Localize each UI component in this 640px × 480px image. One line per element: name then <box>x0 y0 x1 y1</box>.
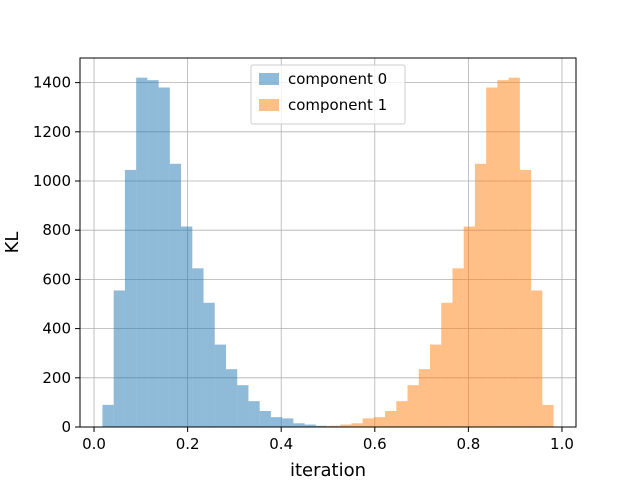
y-tick-label: 0 <box>61 418 71 436</box>
histogram-bar-series-0 <box>158 87 170 428</box>
histogram-bar-series-1 <box>542 404 554 427</box>
histogram-bar-series-1 <box>508 77 520 428</box>
y-tick-label: 1200 <box>33 123 71 141</box>
histogram-bar-series-1 <box>486 87 498 428</box>
histogram-bar-series-1 <box>474 163 487 427</box>
ticks-layer: 0.0 0.2 0.4 0.6 0.8 1.0 0 200 400 600 800 1000 1200 1… <box>33 74 574 453</box>
histogram-bar-series-1 <box>340 424 352 427</box>
histogram-bar-series-1 <box>452 268 464 427</box>
histogram-bar-series-0 <box>214 344 226 427</box>
histogram-bar-series-1 <box>463 226 475 427</box>
legend-swatch-component-1 <box>259 99 279 111</box>
histogram-bar-series-1 <box>430 344 442 427</box>
y-axis-title: KL <box>2 232 23 254</box>
histogram-bar-series-0 <box>147 80 159 427</box>
histogram-bar-series-0 <box>259 411 271 427</box>
histogram-bar-series-0 <box>304 424 316 427</box>
y-tick-label: 400 <box>42 320 71 338</box>
histogram-bar-series-0 <box>237 385 249 427</box>
histogram-bar-series-1 <box>385 411 397 427</box>
plot-frame <box>79 57 577 428</box>
x-tick-label: 0.8 <box>456 435 480 453</box>
bars-layer <box>102 77 554 428</box>
x-tick-label: 0.6 <box>363 435 387 453</box>
histogram-bar-series-1 <box>407 385 419 427</box>
legend-label-component-1: component 1 <box>288 96 387 114</box>
y-tick-label: 200 <box>42 369 71 387</box>
histogram-bar-series-1 <box>497 80 509 427</box>
histogram-bar-series-1 <box>328 425 341 427</box>
histogram-bar-series-1 <box>519 169 532 427</box>
histogram-bar-series-0 <box>203 302 215 427</box>
legend-label-component-0: component 0 <box>288 70 387 88</box>
y-tick-label: 1400 <box>33 74 71 92</box>
histogram-bar-series-0 <box>169 163 182 427</box>
histogram-bar-series-1 <box>531 290 543 427</box>
histogram-bar-series-0 <box>136 77 148 428</box>
histogram-bar-series-0 <box>248 401 260 427</box>
histogram-bar-series-1 <box>418 369 431 427</box>
histogram-bar-series-0 <box>102 404 114 427</box>
histogram-bar-series-0 <box>282 418 294 427</box>
y-tick-label: 800 <box>42 221 71 239</box>
y-tick-label: 600 <box>42 270 71 288</box>
legend-swatch-component-0 <box>259 73 279 85</box>
x-tick-label: 0.4 <box>269 435 293 453</box>
histogram-bar-series-0 <box>124 169 137 427</box>
histogram-bar-series-1 <box>396 401 408 427</box>
histogram-bar-series-1 <box>441 302 453 427</box>
histogram-bar-series-0 <box>192 268 204 427</box>
histogram-bar-series-1 <box>373 417 386 427</box>
histogram-bar-series-1 <box>362 418 374 427</box>
x-tick-label: 0.2 <box>176 435 200 453</box>
histogram-bar-series-0 <box>181 226 193 427</box>
x-axis-title: iteration <box>290 460 366 480</box>
legend-box <box>250 64 406 125</box>
histogram-bar-series-0 <box>293 423 305 427</box>
legend: component 0 component 1 <box>250 64 406 125</box>
histogram-bar-series-0 <box>113 290 125 427</box>
histogram-bar-series-0 <box>225 369 238 427</box>
histogram-bar-series-0 <box>270 417 283 427</box>
x-tick-label: 1.0 <box>550 435 574 453</box>
y-tick-label: 1000 <box>33 172 71 190</box>
x-tick-label: 0.0 <box>82 435 106 453</box>
histogram-bar-series-1 <box>351 423 363 427</box>
